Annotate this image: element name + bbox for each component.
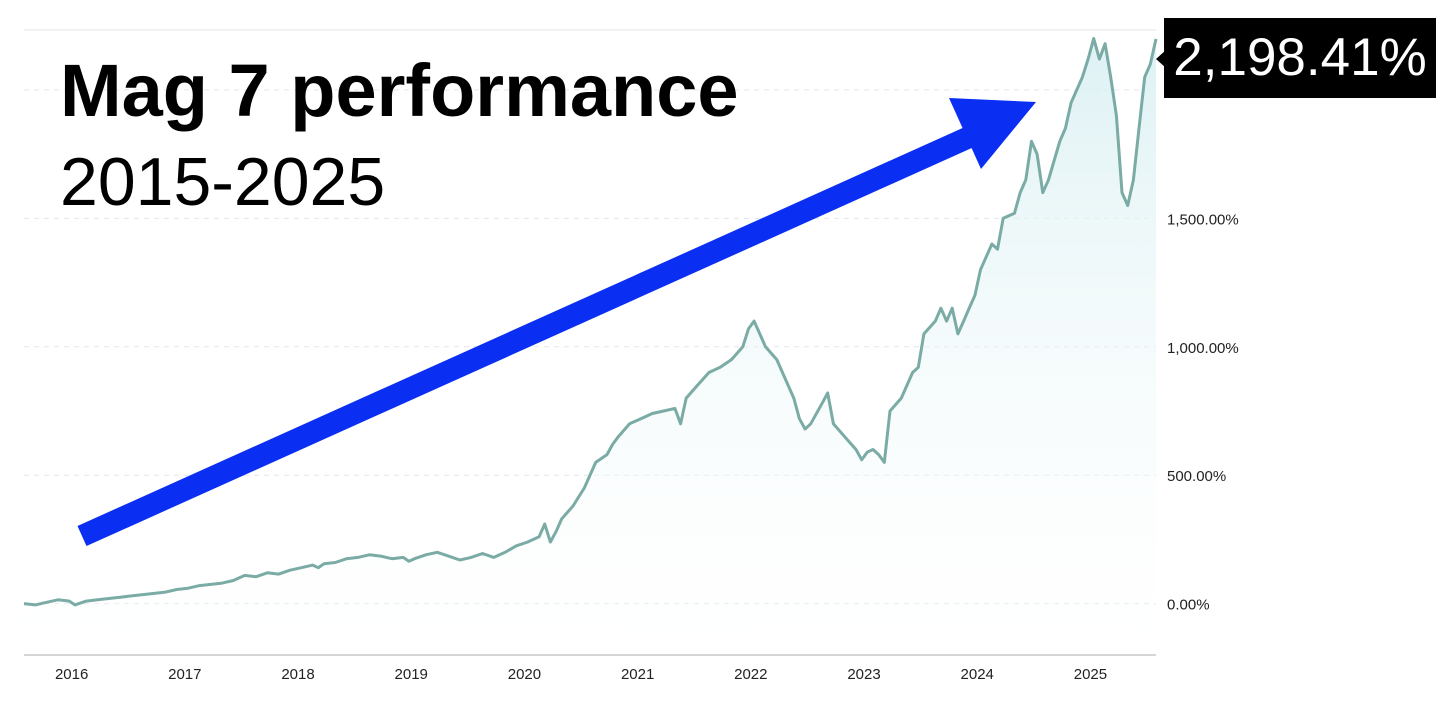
performance-line	[23, 37, 1158, 607]
x-axis-ticks: 2016 2017 2018 2019 2020 2021 2022 2023 2024 2025	[55, 666, 1107, 683]
x-tick-label: 2019	[395, 666, 428, 683]
x-tick-label: 2023	[847, 666, 880, 683]
y-axis-ticks: 0.00%500.00%1,000.00%1,500.00%2,000.00%	[1167, 83, 1239, 614]
trend-arrow	[77, 98, 1036, 547]
x-tick-label: 2020	[508, 666, 541, 683]
callout-pointer	[1156, 50, 1166, 68]
trend-arrow-head	[949, 98, 1036, 169]
y-tick-label: 1,000.00%	[1167, 340, 1239, 357]
x-tick-label: 2018	[281, 666, 314, 683]
final-value-callout: 2,198.41%	[1164, 18, 1436, 98]
trend-arrow-shaft	[77, 119, 990, 547]
x-tick-label: 2024	[961, 666, 994, 683]
x-tick-label: 2017	[168, 666, 201, 683]
chart-title: Mag 7 performance	[60, 49, 739, 132]
y-tick-label: 500.00%	[1167, 468, 1226, 485]
x-tick-label: 2021	[621, 666, 654, 683]
performance-area	[24, 38, 1156, 655]
chart-subtitle: 2015-2025	[60, 144, 386, 220]
x-tick-label: 2025	[1074, 666, 1107, 683]
y-tick-label: 1,500.00%	[1167, 211, 1239, 228]
x-tick-label: 2022	[734, 666, 767, 683]
y-tick-label: 0.00%	[1167, 597, 1210, 614]
x-tick-label: 2016	[55, 666, 88, 683]
